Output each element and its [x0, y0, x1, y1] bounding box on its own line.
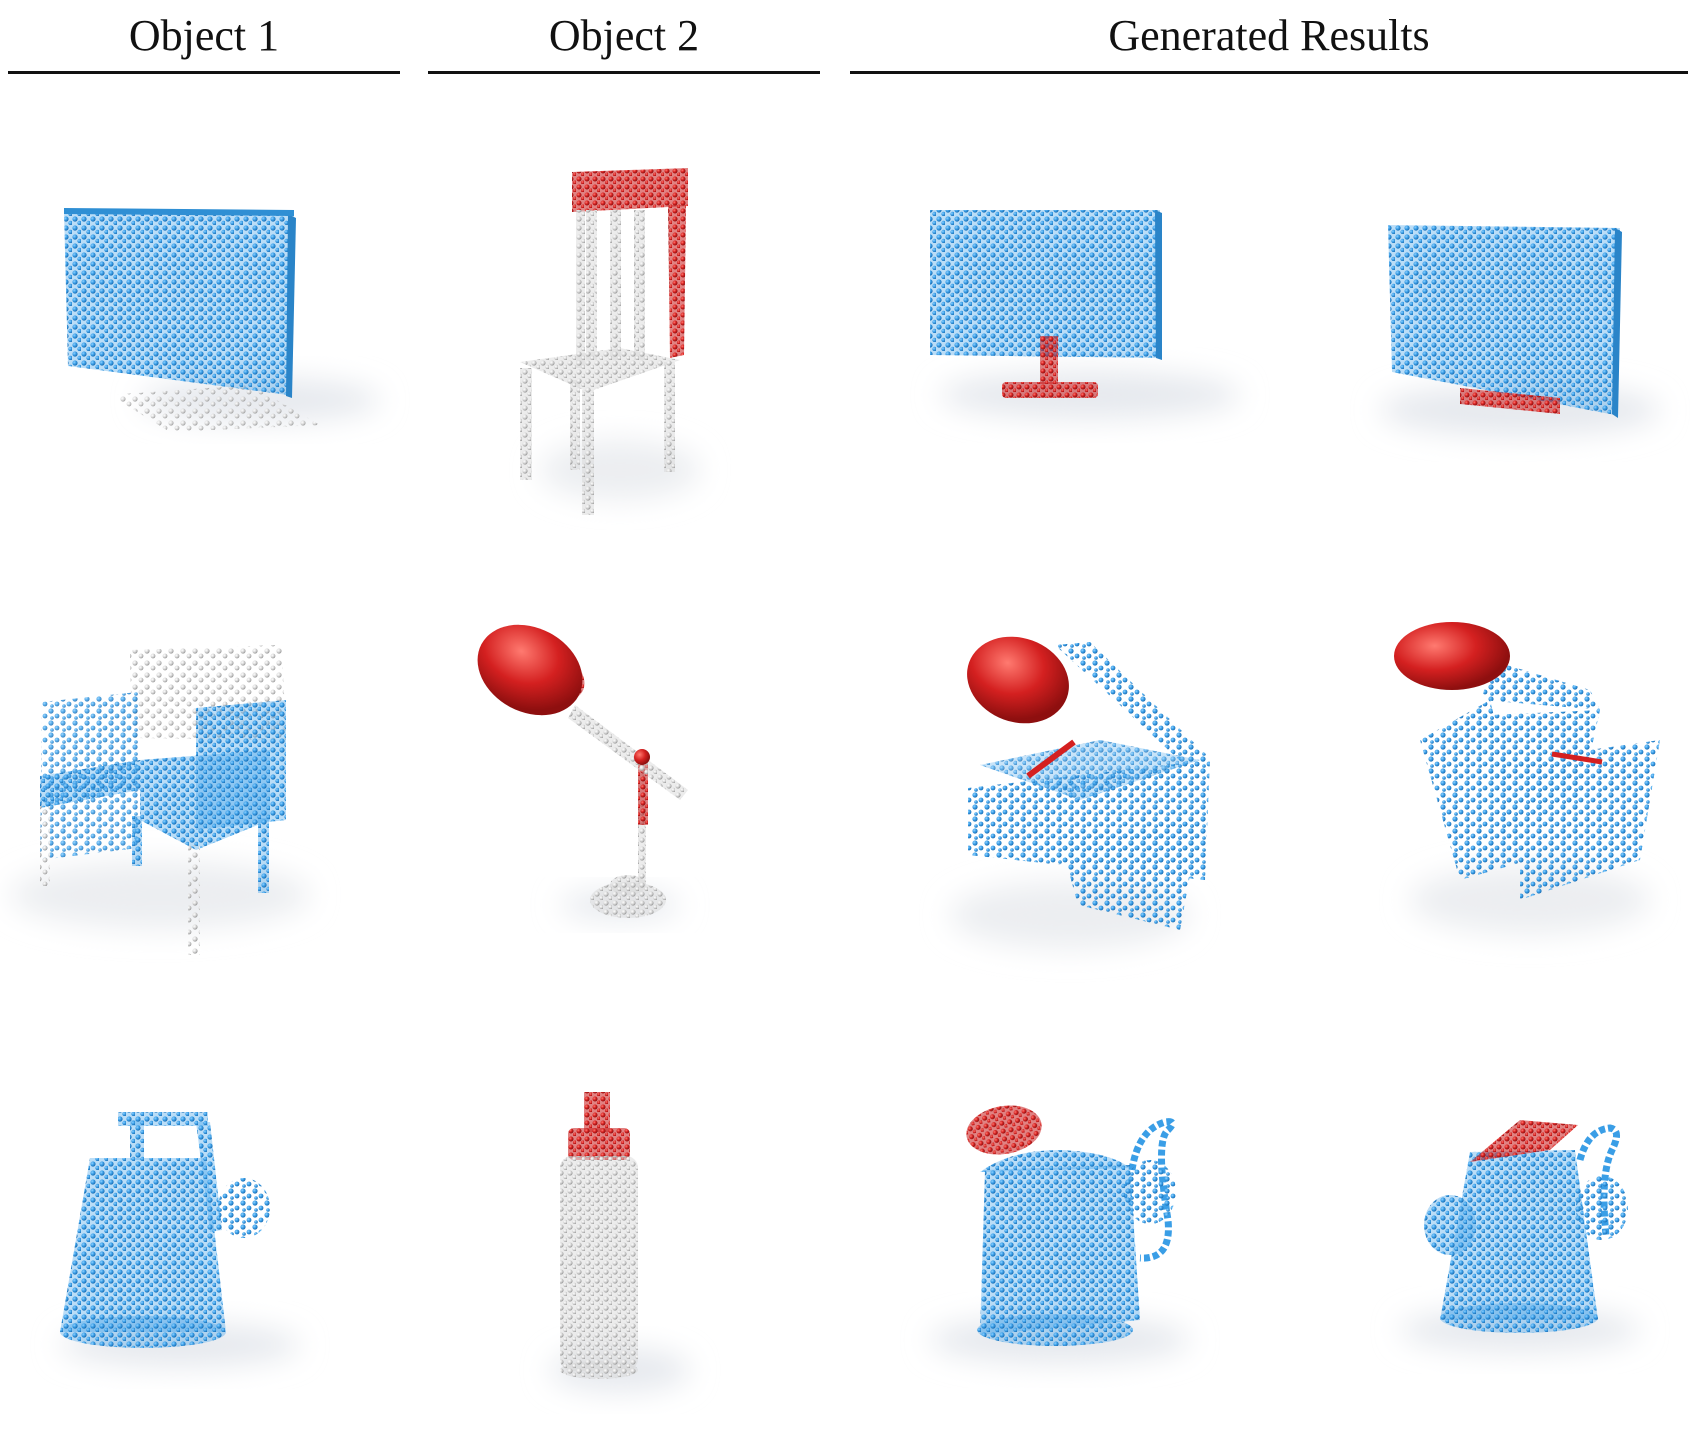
- header-object-1-label: Object 1: [128, 11, 280, 60]
- row2-generated2-lamp-hybrid: [1394, 622, 1660, 934]
- header-object-2-rule: [428, 71, 820, 74]
- row3-generated1-kettle-hybrid: [930, 1105, 1190, 1364]
- header-generated-results: Generated Results: [850, 0, 1688, 80]
- row1-generated1-monitor: [930, 210, 1240, 419]
- header-generated-results-rule: [850, 71, 1688, 74]
- row2-object2-lamp: [477, 624, 688, 919]
- row3-generated2-kettle-hybrid: [1400, 1120, 1640, 1352]
- row2-generated1-lamp-hybrid: [950, 636, 1212, 949]
- row1-object2-chair: [520, 168, 700, 515]
- header-object-2-label: Object 2: [548, 11, 700, 60]
- header-object-1: Object 1: [8, 0, 400, 80]
- header-generated-results-label: Generated Results: [1108, 11, 1430, 60]
- row1-object1-monitor: [64, 208, 380, 432]
- header-object-2: Object 2: [428, 0, 820, 80]
- row3-object2-bottle: [550, 1092, 690, 1392]
- row2-object1-armchair: [10, 645, 310, 955]
- row1-generated2-monitor: [1380, 225, 1660, 436]
- row3-object1-kettle: [60, 1112, 300, 1367]
- header-object-1-rule: [8, 71, 400, 74]
